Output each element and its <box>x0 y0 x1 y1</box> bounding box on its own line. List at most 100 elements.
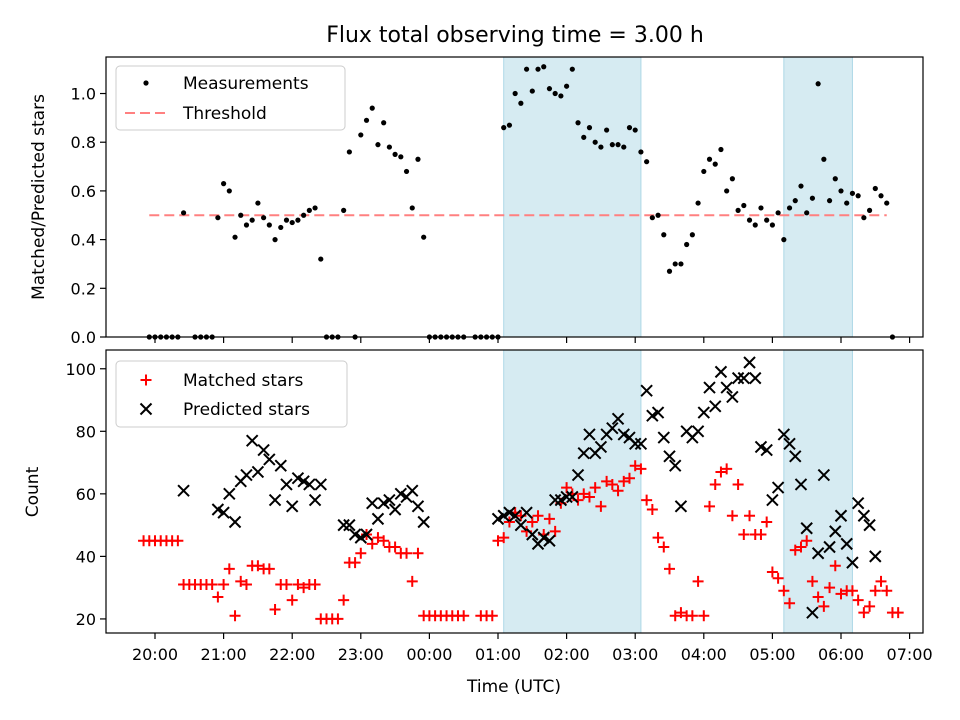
measurement-point <box>564 83 570 89</box>
measurement-point <box>838 188 844 194</box>
matched-star-point <box>561 482 573 494</box>
matched-star-point <box>652 532 664 544</box>
predicted-star-point <box>240 468 253 482</box>
predicted-star-point <box>863 518 876 532</box>
predicted-star-point <box>257 443 270 457</box>
measurement-point <box>415 156 421 162</box>
predicted-star-point <box>417 515 430 529</box>
predicted-star-point <box>366 497 379 510</box>
measurement-point <box>221 181 227 187</box>
bottom-panel: 20 40 60 80 100 20:00 21:00 22:00 23:00 00:00 01:… <box>23 349 933 697</box>
matched-star-point <box>744 510 756 522</box>
bottom-axes-frame <box>105 349 924 634</box>
measurement-point <box>243 222 250 228</box>
legend-label-threshold: Threshold <box>182 104 267 124</box>
matched-star-point <box>589 482 601 494</box>
predicted-star-point <box>177 484 190 497</box>
legend-label-measurements: Measurements <box>183 74 309 94</box>
predicted-star-point <box>383 493 396 507</box>
legend-matched-marker <box>140 374 152 386</box>
measurement-point <box>512 90 518 97</box>
bottom-x-ticks: 20:00 21:00 22:00 23:00 00:00 01:00 02:00 03:00… <box>132 633 933 664</box>
matched-star-point <box>646 503 658 515</box>
measurement-point <box>746 217 753 223</box>
matched-star-point <box>532 510 544 522</box>
measurement-point <box>386 144 392 150</box>
matched-star-point <box>623 472 635 484</box>
measurement-point <box>249 217 255 223</box>
predicted-star-point <box>571 468 585 482</box>
measurement-point <box>775 210 781 216</box>
matched-star-point <box>818 600 830 612</box>
matched-star-point <box>458 610 470 622</box>
predicted-star-point <box>743 356 756 369</box>
matched-star-point <box>355 547 367 559</box>
predicted-star-point <box>280 478 293 491</box>
measurement-point <box>626 125 633 131</box>
matched-star-point <box>881 585 893 597</box>
measurement-point <box>261 215 267 221</box>
measurement-point <box>586 125 593 131</box>
measurement-point <box>523 66 530 72</box>
matched-star-point <box>498 532 510 544</box>
measurement-point <box>821 156 827 162</box>
matched-star-point <box>543 513 555 525</box>
predicted-star-point <box>348 528 362 541</box>
predicted-star-point <box>857 509 871 522</box>
predicted-star-point <box>503 506 516 519</box>
figure-title: Flux total observing time = 3.00 h <box>326 23 704 48</box>
matched-star-point <box>486 610 498 622</box>
measurement-point <box>369 105 375 111</box>
measurement-point <box>266 222 272 228</box>
x-tick-label: 21:00 <box>201 645 247 664</box>
measurement-point <box>609 142 615 148</box>
matched-star-point <box>332 613 344 625</box>
predicted-star-point <box>869 550 882 563</box>
predicted-star-point <box>731 371 745 385</box>
matched-star-point <box>829 560 841 572</box>
predicted-star-point <box>823 540 836 554</box>
predicted-star-point <box>554 493 568 507</box>
predicted-star-point <box>508 509 522 522</box>
measurement-point <box>798 183 804 189</box>
predicted-star-point <box>646 409 659 422</box>
bottom-legend: Matched stars Predicted stars <box>115 360 348 428</box>
measurement-point <box>278 224 284 231</box>
shaded-interval <box>783 349 853 634</box>
matched-star-point <box>852 594 864 606</box>
measurement-point <box>878 193 884 199</box>
measurement-point <box>569 66 575 72</box>
matched-star-point <box>686 610 698 622</box>
measurement-point <box>575 120 581 126</box>
x-tick-label: 23:00 <box>338 645 384 664</box>
matched-star-point <box>606 478 618 490</box>
matched-star-point <box>715 466 727 478</box>
matched-star-point <box>338 594 350 606</box>
predicted-star-point <box>308 493 322 507</box>
measurement-point <box>535 66 541 72</box>
matched-star-point <box>892 607 904 619</box>
matched-star-point <box>378 535 390 547</box>
measurement-point <box>592 139 598 145</box>
x-tick-label: 00:00 <box>406 645 452 664</box>
predicted-star-point <box>771 481 785 494</box>
matched-star-point <box>526 516 538 528</box>
y-tick-label: 0.6 <box>71 182 96 201</box>
predicted-star-point <box>526 528 539 541</box>
predicted-star-point <box>251 465 265 479</box>
matched-star-point <box>612 485 624 497</box>
measurement-point <box>312 205 318 211</box>
predicted-star-point <box>263 453 276 466</box>
measurement-point <box>638 149 644 155</box>
measurement-point <box>701 168 707 175</box>
predicted-star-point <box>634 437 648 451</box>
measurement-point <box>861 215 867 221</box>
predicted-star-point <box>371 512 385 526</box>
measurement-point <box>358 132 364 138</box>
measurement-point <box>695 200 701 206</box>
predicted-star-point <box>394 487 408 501</box>
measurement-point <box>884 200 890 206</box>
measurement-point <box>655 212 661 218</box>
measurement-point <box>786 205 793 211</box>
predicted-star-point <box>611 412 625 426</box>
